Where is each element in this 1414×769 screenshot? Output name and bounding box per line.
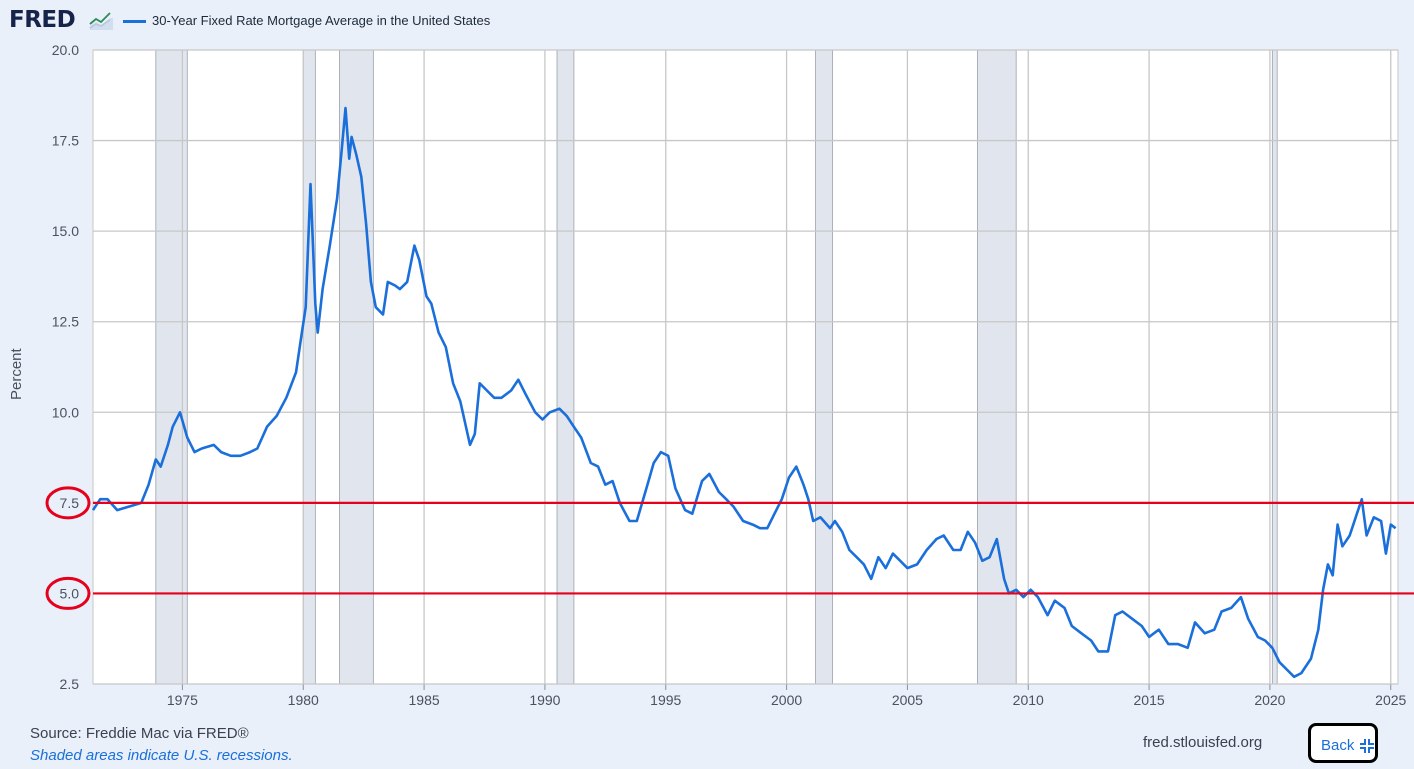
y-tick-label: 15.0 — [52, 223, 79, 239]
x-tick-label: 1985 — [409, 692, 440, 708]
legend-label: 30-Year Fixed Rate Mortgage Average in t… — [152, 13, 491, 28]
logo-graph-icon — [89, 12, 113, 30]
x-tick-label: 1995 — [650, 692, 681, 708]
x-axis-ticks: 1975 1980 1985 1990 1995 2000 2005 2010 2015 2020… — [167, 684, 1407, 708]
recession-band — [815, 49, 833, 685]
recession-band — [339, 49, 374, 685]
y-tick-label: 20.0 — [52, 42, 79, 58]
recession-band — [302, 49, 316, 685]
y-tick-label: 17.5 — [52, 133, 79, 149]
x-tick-label: 1990 — [529, 692, 560, 708]
legend-swatch — [123, 20, 146, 23]
x-tick-label: 2025 — [1375, 692, 1406, 708]
x-tick-label: 2005 — [892, 692, 923, 708]
y-tick-label: 12.5 — [52, 314, 79, 330]
annotations — [45, 486, 1414, 610]
recession-band — [556, 49, 575, 685]
x-tick-label: 2010 — [1013, 692, 1044, 708]
x-tick-label: 2020 — [1254, 692, 1285, 708]
recession-band — [1271, 49, 1278, 685]
y-tick-label: 10.0 — [52, 404, 79, 420]
tick-highlight-circle — [45, 576, 91, 610]
tick-highlight-circle — [45, 486, 91, 520]
fred-logo[interactable]: FRED — [9, 7, 76, 33]
source-text: Source: Freddie Mac via FRED® — [30, 725, 249, 742]
x-tick-label: 1980 — [288, 692, 319, 708]
y-axis-label: Percent — [8, 348, 25, 400]
plot-area — [93, 50, 1398, 684]
recession-band — [977, 49, 1017, 685]
plot-border — [92, 49, 1399, 685]
x-tick-label: 2000 — [771, 692, 802, 708]
y-axis-ticks: 2.5 5.0 7.5 10.0 12.5 15.0 17.5 20.0 — [52, 42, 79, 692]
chart-header: FRED 30-Year Fixed Rate Mortgage Average… — [0, 0, 1414, 44]
site-url[interactable]: fred.stlouisfed.org — [1143, 734, 1263, 751]
x-tick-label: 1975 — [167, 692, 198, 708]
back-label: Back — [1321, 737, 1355, 754]
y-tick-label: 2.5 — [60, 676, 80, 692]
y-tick-label: 5.0 — [60, 585, 80, 601]
recession-note[interactable]: Shaded areas indicate U.S. recessions. — [30, 747, 293, 764]
back-button[interactable]: Back — [1308, 723, 1378, 763]
y-tick-label: 7.5 — [60, 495, 80, 511]
x-tick-label: 2015 — [1134, 692, 1165, 708]
collapse-icon — [1360, 739, 1374, 753]
